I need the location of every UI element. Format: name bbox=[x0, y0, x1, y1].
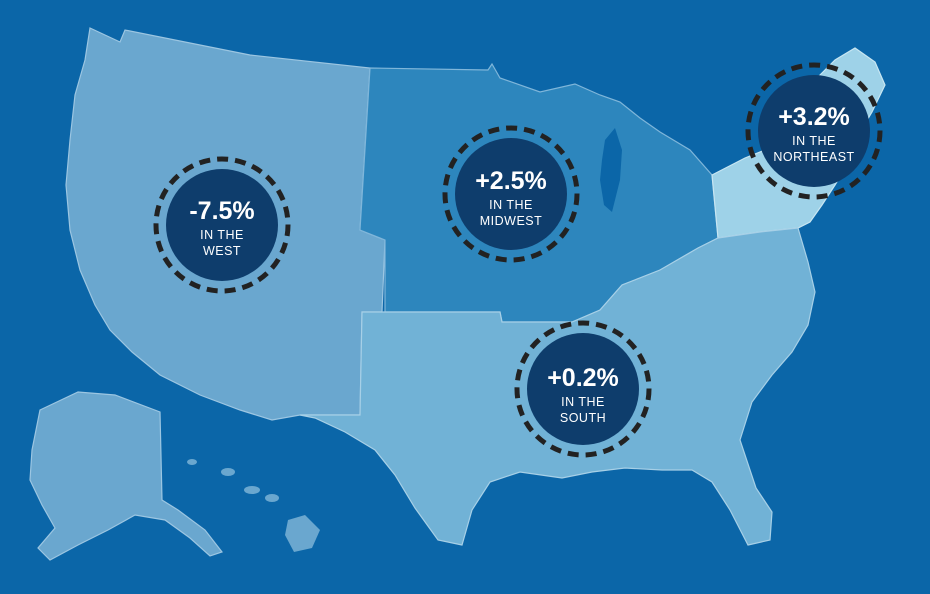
badge-midwest: +2.5% IN THE MIDWEST bbox=[442, 125, 580, 263]
northeast-label-line2: NORTHEAST bbox=[773, 150, 854, 164]
northeast-value: +3.2% bbox=[778, 103, 850, 131]
west-label-line1: IN THE bbox=[200, 228, 244, 242]
badge-northeast: +3.2% IN THE NORTHEAST bbox=[745, 62, 883, 200]
midwest-label-line1: IN THE bbox=[489, 198, 533, 212]
badge-south: +0.2% IN THE SOUTH bbox=[514, 320, 652, 458]
lake-michigan bbox=[600, 128, 622, 212]
midwest-label-line2: MIDWEST bbox=[480, 214, 543, 228]
south-label-line2: SOUTH bbox=[560, 411, 606, 425]
south-label-line1: IN THE bbox=[561, 395, 605, 409]
south-value: +0.2% bbox=[547, 364, 619, 392]
alaska bbox=[29, 391, 223, 561]
badge-west: -7.5% IN THE WEST bbox=[153, 156, 291, 294]
midwest-value: +2.5% bbox=[475, 167, 547, 195]
northeast-label-line1: IN THE bbox=[792, 134, 836, 148]
west-label-line2: WEST bbox=[203, 244, 241, 258]
hawaii bbox=[187, 459, 320, 552]
west-value: -7.5% bbox=[189, 197, 254, 225]
